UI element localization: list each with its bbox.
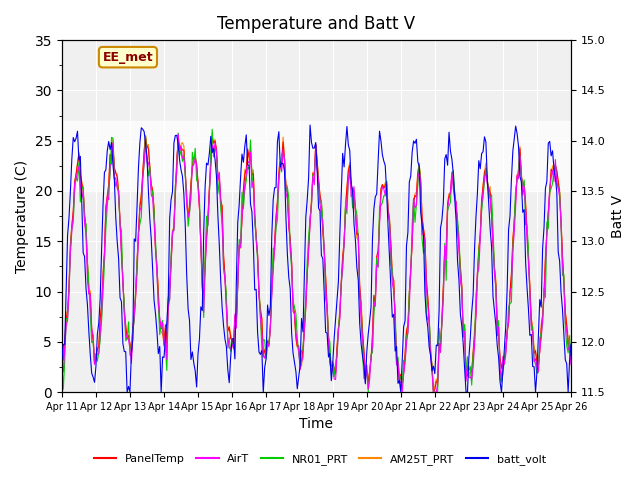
batt_volt bbox=[282, 215, 290, 221]
PanelTemp bbox=[282, 184, 290, 190]
AM25T_PRT bbox=[228, 336, 236, 342]
Line: batt_volt: batt_volt bbox=[62, 125, 571, 392]
AirT bbox=[237, 245, 244, 251]
NR01_PRT bbox=[567, 353, 575, 359]
NR01_PRT bbox=[209, 126, 216, 132]
AirT bbox=[398, 389, 406, 395]
PanelTemp bbox=[120, 309, 128, 314]
PanelTemp bbox=[209, 134, 216, 140]
NR01_PRT bbox=[211, 144, 219, 150]
AM25T_PRT bbox=[541, 252, 549, 258]
NR01_PRT bbox=[120, 300, 128, 306]
batt_volt bbox=[567, 341, 575, 347]
AirT bbox=[567, 362, 575, 368]
PanelTemp bbox=[228, 336, 236, 342]
NR01_PRT bbox=[237, 242, 244, 248]
batt_volt bbox=[211, 156, 219, 162]
AM25T_PRT bbox=[141, 132, 149, 138]
AM25T_PRT bbox=[567, 355, 575, 360]
X-axis label: Time: Time bbox=[300, 418, 333, 432]
AirT bbox=[282, 189, 290, 195]
batt_volt bbox=[306, 122, 314, 128]
NR01_PRT bbox=[58, 360, 66, 365]
batt_volt bbox=[124, 389, 131, 395]
Line: AirT: AirT bbox=[62, 134, 571, 392]
PanelTemp bbox=[237, 243, 244, 249]
Line: NR01_PRT: NR01_PRT bbox=[62, 129, 571, 392]
AM25T_PRT bbox=[58, 356, 66, 362]
Bar bbox=[62, 120, 571, 191]
NR01_PRT bbox=[228, 342, 236, 348]
AirT bbox=[228, 341, 236, 347]
Title: Temperature and Batt V: Temperature and Batt V bbox=[218, 15, 415, 33]
Text: EE_met: EE_met bbox=[102, 51, 153, 64]
PanelTemp bbox=[211, 138, 219, 144]
PanelTemp bbox=[541, 256, 549, 262]
batt_volt bbox=[237, 175, 244, 180]
AM25T_PRT bbox=[211, 136, 219, 142]
PanelTemp bbox=[567, 357, 575, 363]
batt_volt bbox=[541, 185, 549, 191]
Y-axis label: Batt V: Batt V bbox=[611, 194, 625, 238]
AirT bbox=[211, 141, 219, 146]
batt_volt bbox=[120, 348, 128, 354]
batt_volt bbox=[58, 356, 66, 362]
AM25T_PRT bbox=[429, 388, 437, 394]
AirT bbox=[58, 363, 66, 369]
AM25T_PRT bbox=[282, 182, 290, 188]
Line: AM25T_PRT: AM25T_PRT bbox=[62, 135, 571, 391]
AirT bbox=[120, 312, 128, 317]
Y-axis label: Temperature (C): Temperature (C) bbox=[15, 159, 29, 273]
PanelTemp bbox=[429, 389, 437, 395]
AM25T_PRT bbox=[120, 304, 128, 310]
AirT bbox=[174, 131, 182, 137]
batt_volt bbox=[228, 336, 236, 342]
NR01_PRT bbox=[282, 190, 290, 195]
Legend: PanelTemp, AirT, NR01_PRT, AM25T_PRT, batt_volt: PanelTemp, AirT, NR01_PRT, AM25T_PRT, ba… bbox=[90, 450, 550, 469]
NR01_PRT bbox=[541, 295, 549, 300]
Line: PanelTemp: PanelTemp bbox=[62, 137, 571, 392]
AM25T_PRT bbox=[237, 245, 244, 251]
NR01_PRT bbox=[364, 389, 372, 395]
PanelTemp bbox=[58, 355, 66, 361]
AirT bbox=[541, 266, 549, 272]
